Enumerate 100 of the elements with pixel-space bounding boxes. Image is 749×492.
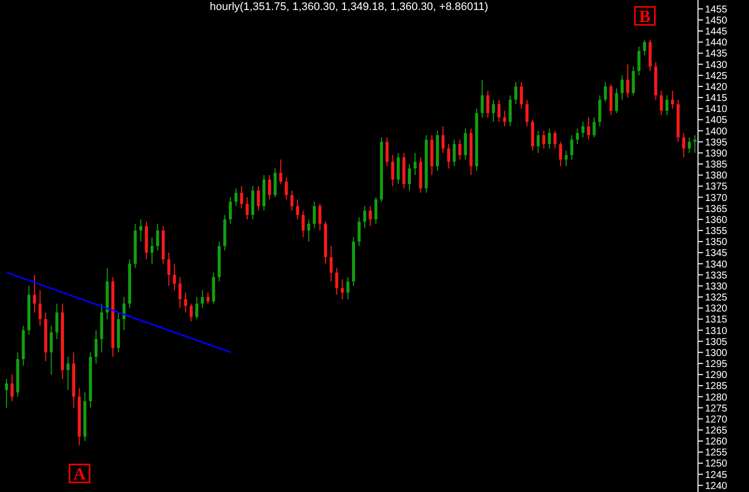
candlestick: [671, 90, 674, 110]
candlestick: [358, 216, 361, 246]
y-tick-label: 1325: [705, 292, 728, 304]
candlestick: [268, 174, 272, 200]
candlestick: [526, 99, 528, 127]
candlestick: [206, 292, 210, 304]
candlestick: [503, 110, 506, 127]
candlestick: [307, 218, 310, 242]
y-tick-label: 1450: [705, 15, 728, 26]
y-tick-label: 1455: [705, 4, 728, 16]
candlestick: [458, 139, 462, 160]
candlestick: [312, 201, 316, 229]
candlestick: [94, 330, 98, 364]
y-tick-label: 1435: [705, 48, 728, 60]
y-tick-label: 1440: [705, 38, 728, 49]
candlestick: [693, 134, 696, 154]
y-tick-label: 1255: [705, 448, 728, 459]
candlestick: [414, 152, 417, 176]
y-tick-label: 1250: [705, 458, 728, 470]
candlestick: [615, 88, 618, 114]
y-tick-label: 1245: [705, 470, 728, 481]
candlestick: [626, 64, 630, 98]
y-tick-label: 1425: [705, 70, 728, 82]
candlestick: [302, 210, 305, 238]
candlestick: [246, 196, 249, 220]
candlestick: [228, 196, 232, 224]
candlestick: [408, 164, 411, 192]
candlestick: [632, 66, 635, 96]
y-tick-label: 1240: [705, 480, 728, 492]
y-tick-label: 1385: [705, 160, 728, 171]
candlestick: [256, 186, 260, 212]
candlestick: [122, 296, 126, 331]
candlestick: [660, 90, 663, 116]
y-tick-label: 1290: [705, 370, 728, 382]
y-tick-label: 1405: [705, 115, 728, 126]
y-tick-label: 1370: [705, 192, 728, 204]
y-tick-label: 1260: [705, 436, 728, 448]
candlestick: [682, 132, 686, 158]
y-tick-label: 1330: [705, 281, 728, 292]
y-tick-label: 1300: [705, 348, 728, 359]
candlestick: [688, 136, 691, 154]
candlestick: [447, 144, 450, 169]
y-tick-label: 1295: [705, 359, 728, 370]
candlestick: [592, 116, 596, 138]
candlestick: [598, 94, 602, 127]
y-tick-label: 1410: [705, 104, 728, 116]
candlestick: [520, 82, 523, 110]
y-tick-label: 1265: [705, 425, 728, 436]
annotation: A: [73, 464, 86, 484]
candlestick: [200, 290, 204, 309]
candlestick: [335, 268, 338, 296]
candlestick: [284, 176, 288, 200]
candlestick: [5, 378, 8, 408]
candlestick: [442, 126, 445, 154]
candlestick: [340, 278, 344, 300]
candlestick: [66, 356, 70, 391]
candlestick: [184, 292, 188, 313]
candlestick: [536, 130, 540, 154]
y-tick-label: 1335: [705, 270, 728, 282]
candlestick: [643, 39, 646, 56]
y-tick-label: 1280: [705, 392, 728, 404]
y-tick-label: 1360: [705, 214, 728, 226]
candlestick: [156, 223, 160, 251]
candlestick: [452, 139, 456, 167]
y-tick-label: 1400: [705, 126, 728, 138]
candlestick: [368, 206, 372, 227]
candlestick: [190, 303, 193, 322]
candlestick: [498, 99, 501, 122]
candlestick: [396, 152, 400, 184]
candlestick: [637, 46, 640, 76]
candlestick: [279, 159, 282, 184]
candlestick: [587, 116, 590, 140]
candlestick: [508, 94, 512, 127]
y-tick-label: 1395: [705, 137, 728, 148]
candlestick: [32, 274, 36, 313]
candlestick: [296, 198, 300, 220]
y-tick-label: 1310: [705, 326, 728, 337]
y-tick-label: 1365: [705, 204, 728, 215]
candlestick: [374, 196, 378, 224]
candlestick: [172, 263, 176, 291]
candlestick: [542, 130, 546, 149]
y-tick-label: 1430: [705, 60, 728, 71]
candlestick: [480, 79, 484, 118]
candlestick: [464, 128, 467, 160]
y-tick-label: 1320: [705, 304, 728, 315]
candlestick: [391, 154, 394, 187]
y-tick-label: 1380: [705, 170, 728, 182]
y-tick-label: 1350: [705, 237, 728, 248]
candlestick: [564, 150, 568, 167]
candlestick: [665, 94, 668, 116]
y-tick-label: 1390: [705, 148, 728, 160]
candlestick: [55, 303, 58, 340]
candlestick: [10, 374, 14, 402]
y-tick-label: 1355: [705, 226, 728, 238]
candlestick: [330, 246, 333, 282]
candlestick: [234, 188, 238, 207]
candlestick: [139, 218, 142, 242]
annotation: B: [639, 6, 651, 26]
candlestick: [318, 203, 322, 231]
candlestick: [167, 252, 170, 286]
